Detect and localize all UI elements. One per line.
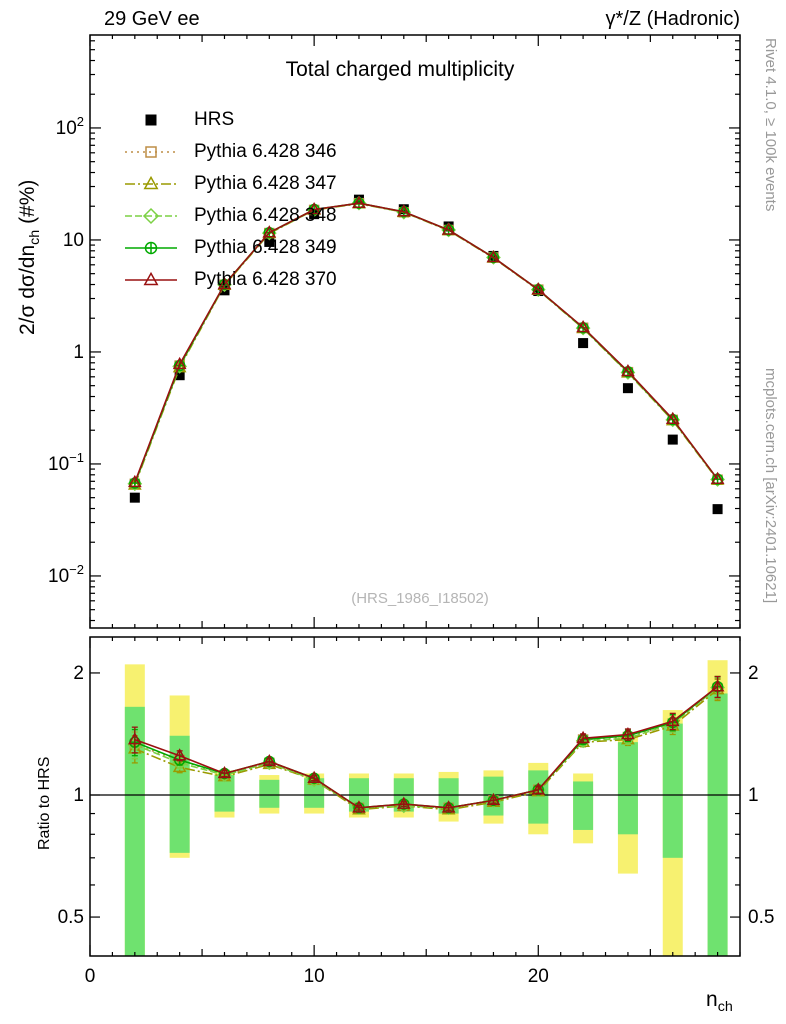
svg-text:0: 0 bbox=[85, 966, 96, 987]
plot-title: Total charged multiplicity bbox=[285, 58, 515, 81]
svg-text:0.5: 0.5 bbox=[748, 907, 774, 928]
open-triangle-icon bbox=[125, 175, 177, 190]
legend-label: HRS bbox=[194, 109, 235, 130]
svg-text:2: 2 bbox=[748, 663, 759, 684]
rivet-version-watermark: Rivet 4.1.0, ≥ 100k events bbox=[762, 38, 779, 212]
open-diamond-icon bbox=[125, 207, 177, 225]
open-triangle-icon bbox=[125, 271, 177, 286]
svg-text:102: 102 bbox=[56, 114, 84, 139]
legend-label: Pythia 6.428 346 bbox=[194, 141, 337, 162]
legend-label: Pythia 6.428 347 bbox=[194, 173, 337, 194]
svg-text:1: 1 bbox=[73, 785, 84, 806]
y-label-pre: 2/σ dσ/dn bbox=[16, 244, 39, 335]
svg-text:10−2: 10−2 bbox=[48, 562, 84, 587]
legend-label: Pythia 6.428 349 bbox=[194, 237, 337, 258]
svg-text:0.5: 0.5 bbox=[58, 907, 84, 928]
axis-ticks bbox=[89, 35, 741, 956]
ratio-panel-frame bbox=[89, 636, 741, 957]
analysis-reference-label: (HRS_1986_I18502) bbox=[351, 590, 489, 607]
legend-entry-p348: Pythia 6.428 348 bbox=[122, 200, 337, 232]
svg-text:1: 1 bbox=[748, 785, 759, 806]
y-label-post: (#%) bbox=[16, 179, 39, 230]
legend-label: Pythia 6.428 370 bbox=[194, 269, 337, 290]
beam-energy-label: 29 GeV ee bbox=[104, 8, 200, 30]
x-axis-label: nch bbox=[706, 988, 733, 1015]
main-y-axis-label: 2/σ dσ/dnch (#%) bbox=[16, 180, 43, 335]
filled-square-icon bbox=[145, 114, 157, 126]
main-panel-frame bbox=[89, 34, 741, 629]
legend-label: Pythia 6.428 348 bbox=[194, 205, 337, 226]
svg-text:1: 1 bbox=[73, 342, 84, 363]
svg-text:10: 10 bbox=[304, 966, 325, 987]
y-label-sub: ch bbox=[27, 229, 44, 245]
circle-cross-icon bbox=[125, 241, 177, 255]
x-label-sub: ch bbox=[717, 999, 733, 1016]
tick-labels: 102 10 1 10−1 10−2 2 2 1 1 0.5 0.5 0 10 20 bbox=[48, 114, 774, 987]
legend-entry-p346: Pythia 6.428 346 bbox=[122, 136, 337, 168]
ratio-y-axis-label: Ratio to HRS bbox=[36, 756, 53, 850]
svg-text:10: 10 bbox=[63, 230, 84, 251]
series-p370 bbox=[127, 195, 725, 813]
legend-entry-p347: Pythia 6.428 347 bbox=[122, 168, 337, 200]
process-label: γ*/Z (Hadronic) bbox=[605, 8, 740, 30]
mcplots-watermark: mcplots.cern.ch [arXiv:2401.10621] bbox=[762, 368, 779, 604]
legend-entry-p370: Pythia 6.428 370 bbox=[122, 264, 337, 296]
open-square-icon bbox=[125, 146, 177, 158]
legend: HRS Pythia 6.428 346 Pythia 6.428 347 Pythi… bbox=[122, 104, 337, 296]
x-label-pre: n bbox=[706, 988, 718, 1011]
legend-entry-p349: Pythia 6.428 349 bbox=[122, 232, 337, 264]
svg-text:20: 20 bbox=[528, 966, 549, 987]
svg-text:2: 2 bbox=[73, 663, 84, 684]
legend-entry-hrs: HRS bbox=[122, 104, 337, 136]
svg-text:10−1: 10−1 bbox=[48, 450, 84, 475]
